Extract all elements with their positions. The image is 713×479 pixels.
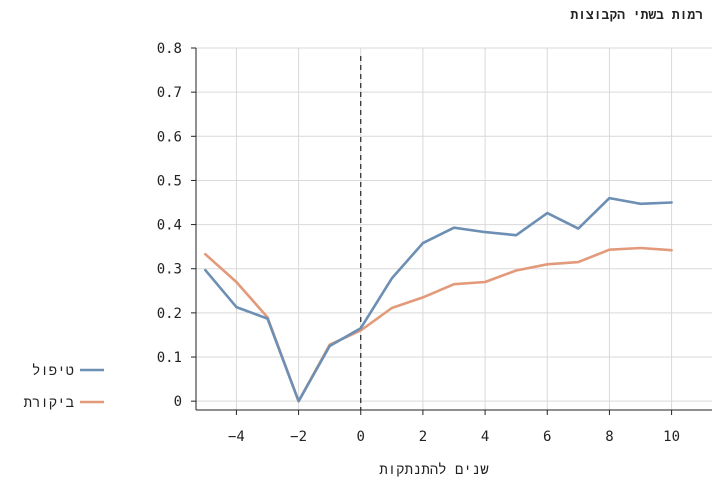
series-line-0	[204, 196, 673, 403]
x-tick-label-1: −2	[290, 429, 307, 445]
y-tick-label-3: 0.3	[157, 262, 182, 278]
y-tick-labels: 0 0.1 0.2 0.3 0.4 0.5 0.6 0.7 0.8	[157, 41, 182, 410]
y-tick-label-2: 0.2	[157, 306, 182, 322]
legend: טיפול ביקורת	[24, 363, 104, 411]
x-tick-label-5: 6	[543, 429, 551, 445]
x-tick-label-3: 2	[419, 429, 427, 445]
legend-label-0: טיפול	[32, 363, 74, 379]
y-tick-label-7: 0.7	[157, 85, 182, 101]
x-tick-label-0: −4	[228, 429, 245, 445]
x-tick-labels: −4 −2 0 2 4 6 8 10	[228, 429, 680, 445]
y-tick-label-0: 0	[174, 394, 182, 410]
y-tick-label-6: 0.6	[157, 129, 182, 145]
y-tick-label-4: 0.4	[157, 218, 182, 234]
y-tick-label-1: 0.1	[157, 350, 182, 366]
x-tick-label-2: 0	[357, 429, 365, 445]
chart-title: רמות בשתי הקבוצות	[570, 8, 703, 23]
x-tick-label-6: 8	[605, 429, 613, 445]
x-axis-label: שנים להתנתקות	[379, 462, 489, 478]
grid	[196, 47, 712, 410]
series-line-1	[204, 246, 673, 403]
legend-label-1: ביקורת	[24, 395, 74, 411]
axes	[191, 47, 712, 415]
series-lines	[204, 196, 673, 403]
x-tick-label-4: 4	[481, 429, 489, 445]
y-tick-label-5: 0.5	[157, 173, 182, 189]
y-tick-label-8: 0.8	[157, 41, 182, 57]
x-tick-label-7: 10	[663, 429, 680, 445]
